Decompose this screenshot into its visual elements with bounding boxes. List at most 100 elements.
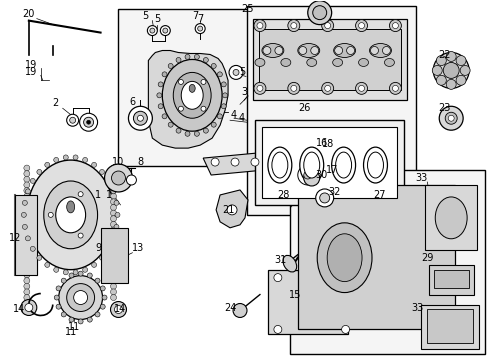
Ellipse shape bbox=[267, 147, 291, 183]
Circle shape bbox=[444, 112, 456, 124]
Text: 1: 1 bbox=[105, 190, 111, 200]
Text: 12: 12 bbox=[9, 233, 21, 243]
Circle shape bbox=[459, 66, 469, 75]
Circle shape bbox=[24, 238, 30, 244]
Text: 15: 15 bbox=[288, 289, 301, 300]
Circle shape bbox=[163, 28, 167, 33]
Circle shape bbox=[24, 227, 30, 233]
Text: 11: 11 bbox=[67, 323, 80, 332]
Ellipse shape bbox=[211, 63, 216, 68]
Ellipse shape bbox=[54, 295, 59, 300]
Circle shape bbox=[110, 249, 116, 256]
Circle shape bbox=[110, 221, 116, 227]
Circle shape bbox=[230, 158, 239, 166]
Ellipse shape bbox=[162, 114, 167, 119]
Ellipse shape bbox=[162, 59, 222, 131]
Ellipse shape bbox=[162, 72, 167, 77]
Text: 22: 22 bbox=[437, 50, 449, 60]
Text: 21: 21 bbox=[222, 205, 234, 215]
Ellipse shape bbox=[217, 72, 222, 77]
Circle shape bbox=[312, 6, 326, 20]
Circle shape bbox=[442, 62, 458, 78]
Circle shape bbox=[110, 193, 116, 199]
Circle shape bbox=[211, 158, 219, 166]
Circle shape bbox=[358, 85, 364, 91]
Circle shape bbox=[126, 175, 136, 185]
Text: 1: 1 bbox=[94, 190, 101, 200]
Ellipse shape bbox=[367, 152, 383, 178]
Circle shape bbox=[253, 82, 265, 94]
Text: 7: 7 bbox=[192, 11, 198, 21]
Circle shape bbox=[392, 23, 398, 28]
Circle shape bbox=[178, 80, 183, 85]
Text: 14: 14 bbox=[114, 305, 126, 315]
Ellipse shape bbox=[106, 179, 111, 183]
Ellipse shape bbox=[194, 54, 199, 59]
Ellipse shape bbox=[27, 160, 114, 270]
Circle shape bbox=[83, 117, 93, 127]
Bar bbox=[433, 270, 468, 288]
Ellipse shape bbox=[173, 72, 211, 118]
Ellipse shape bbox=[54, 157, 59, 162]
Circle shape bbox=[110, 244, 116, 250]
Circle shape bbox=[78, 233, 83, 238]
Circle shape bbox=[110, 182, 116, 188]
Circle shape bbox=[110, 278, 116, 284]
Bar bbox=[427, 310, 472, 343]
Text: 30: 30 bbox=[315, 170, 327, 180]
Ellipse shape bbox=[54, 267, 59, 272]
Ellipse shape bbox=[158, 104, 163, 109]
Ellipse shape bbox=[184, 54, 190, 59]
Ellipse shape bbox=[222, 93, 227, 98]
Circle shape bbox=[110, 171, 116, 177]
Circle shape bbox=[24, 165, 30, 171]
Bar bbox=[289, 170, 484, 354]
Circle shape bbox=[110, 289, 116, 295]
Bar bbox=[421, 305, 478, 349]
Circle shape bbox=[137, 115, 143, 121]
Bar bbox=[15, 195, 37, 275]
Text: 3: 3 bbox=[241, 87, 246, 97]
Circle shape bbox=[297, 165, 317, 185]
Circle shape bbox=[110, 176, 116, 182]
Circle shape bbox=[110, 188, 116, 194]
Text: 31: 31 bbox=[274, 255, 286, 265]
Circle shape bbox=[24, 193, 30, 199]
Circle shape bbox=[24, 176, 30, 182]
Ellipse shape bbox=[59, 276, 102, 319]
Circle shape bbox=[273, 274, 281, 282]
Ellipse shape bbox=[74, 291, 87, 305]
Ellipse shape bbox=[176, 128, 181, 133]
Ellipse shape bbox=[280, 58, 290, 67]
Circle shape bbox=[80, 113, 98, 131]
Circle shape bbox=[321, 82, 333, 94]
Circle shape bbox=[86, 120, 90, 124]
Ellipse shape bbox=[221, 82, 226, 87]
Circle shape bbox=[250, 158, 259, 166]
Ellipse shape bbox=[61, 312, 66, 317]
Circle shape bbox=[110, 204, 116, 211]
Circle shape bbox=[24, 289, 30, 295]
Circle shape bbox=[24, 244, 30, 250]
Circle shape bbox=[21, 300, 37, 315]
Circle shape bbox=[341, 274, 349, 282]
Ellipse shape bbox=[22, 224, 27, 229]
Ellipse shape bbox=[271, 152, 287, 178]
Ellipse shape bbox=[331, 147, 355, 183]
Text: 19: 19 bbox=[25, 67, 37, 77]
Circle shape bbox=[133, 111, 147, 125]
Circle shape bbox=[24, 210, 30, 216]
Circle shape bbox=[228, 66, 243, 80]
Ellipse shape bbox=[63, 270, 68, 275]
Text: 4: 4 bbox=[230, 110, 237, 120]
Circle shape bbox=[447, 115, 453, 121]
Circle shape bbox=[358, 23, 364, 28]
Circle shape bbox=[24, 216, 30, 222]
Circle shape bbox=[24, 283, 30, 289]
Text: 10: 10 bbox=[112, 157, 124, 167]
Circle shape bbox=[24, 261, 30, 267]
Ellipse shape bbox=[45, 162, 50, 167]
Circle shape bbox=[334, 46, 342, 54]
Ellipse shape bbox=[363, 147, 386, 183]
Ellipse shape bbox=[37, 255, 42, 260]
